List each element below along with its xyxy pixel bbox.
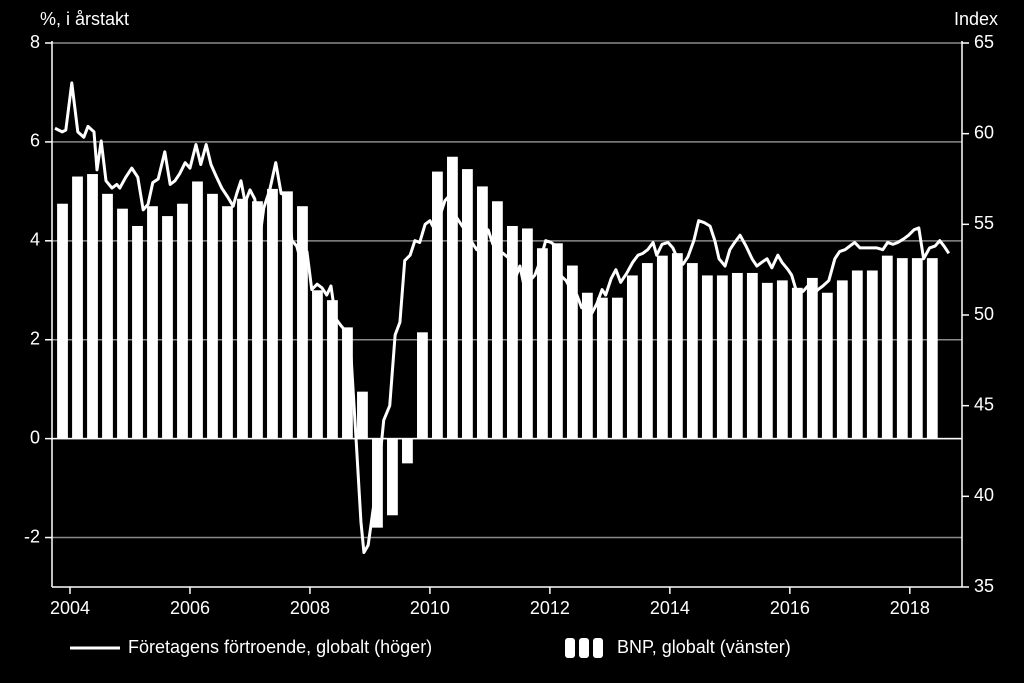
bar	[252, 201, 263, 439]
bar	[357, 391, 368, 439]
bar	[761, 282, 773, 439]
legend-swatch	[565, 638, 575, 658]
bar	[462, 169, 473, 439]
x-tick-label: 2016	[770, 598, 810, 618]
bar	[731, 272, 743, 439]
x-tick-label: 2018	[890, 598, 930, 618]
bar	[312, 290, 323, 439]
line	[54, 81, 951, 555]
bar	[866, 270, 878, 439]
bar	[327, 300, 338, 439]
y-tick-label: 8	[30, 32, 40, 52]
bar	[402, 438, 413, 464]
bar	[521, 228, 533, 439]
bar	[492, 201, 503, 439]
y-axis-title: %, i årstakt	[40, 9, 129, 29]
bar	[132, 225, 143, 439]
bar	[447, 156, 458, 439]
y2-tick-label: 35	[974, 576, 994, 596]
bar	[222, 206, 233, 439]
bar	[686, 263, 698, 439]
bar	[746, 272, 758, 439]
bar	[791, 287, 803, 439]
bar	[87, 174, 98, 439]
bar	[432, 171, 443, 439]
bar	[177, 203, 188, 439]
legend-label: Företagens förtroende, globalt (höger)	[128, 637, 432, 657]
legend-label: BNP, globalt (vänster)	[617, 637, 791, 657]
bar	[926, 258, 938, 439]
x-tick-label: 2012	[530, 598, 570, 618]
bar	[117, 208, 128, 439]
bar	[641, 263, 653, 439]
bar	[267, 188, 278, 439]
bar	[596, 297, 608, 439]
bar	[297, 206, 308, 439]
bar	[656, 255, 668, 439]
bar	[626, 275, 638, 439]
bar	[851, 270, 863, 439]
bar	[716, 275, 728, 439]
x-tick-label: 2010	[410, 598, 450, 618]
y-tick-label: 6	[30, 131, 40, 151]
bar	[701, 275, 713, 439]
bar	[477, 186, 488, 439]
bar	[147, 206, 158, 439]
y2-tick-label: 65	[974, 32, 994, 52]
bar	[57, 203, 68, 439]
y2-axis-title: Index	[954, 9, 998, 29]
bar	[192, 181, 203, 439]
legend-swatch	[593, 638, 603, 658]
bar	[72, 176, 83, 439]
y2-tick-label: 50	[974, 304, 994, 324]
bar	[611, 297, 623, 439]
y-tick-label: 0	[30, 427, 40, 447]
bar	[237, 198, 248, 439]
x-tick-label: 2008	[290, 598, 330, 618]
bar	[417, 332, 428, 439]
y-tick-label: 2	[30, 328, 40, 348]
bar	[102, 193, 113, 439]
bar	[387, 438, 398, 516]
x-tick-label: 2004	[50, 598, 90, 618]
y2-tick-label: 40	[974, 485, 994, 505]
bar	[282, 191, 293, 439]
bar	[881, 255, 893, 439]
bar	[821, 292, 833, 439]
y2-tick-label: 55	[974, 213, 994, 233]
bar	[581, 292, 593, 439]
bar	[507, 225, 518, 439]
bar	[806, 277, 818, 439]
y2-tick-label: 45	[974, 394, 994, 414]
bar	[342, 327, 353, 439]
bar	[776, 280, 788, 439]
y2-tick-label: 60	[974, 122, 994, 142]
bar	[207, 193, 218, 439]
bar	[536, 248, 548, 439]
bar	[671, 253, 683, 439]
bar	[566, 265, 578, 439]
x-tick-label: 2014	[650, 598, 690, 618]
bar	[551, 243, 563, 439]
bar	[911, 258, 923, 439]
bar	[896, 258, 908, 439]
y-tick-label: 4	[30, 230, 40, 250]
bar	[836, 280, 848, 439]
legend-swatch	[579, 638, 589, 658]
y-tick-label: -2	[24, 526, 40, 546]
bar	[162, 216, 173, 439]
x-tick-label: 2006	[170, 598, 210, 618]
